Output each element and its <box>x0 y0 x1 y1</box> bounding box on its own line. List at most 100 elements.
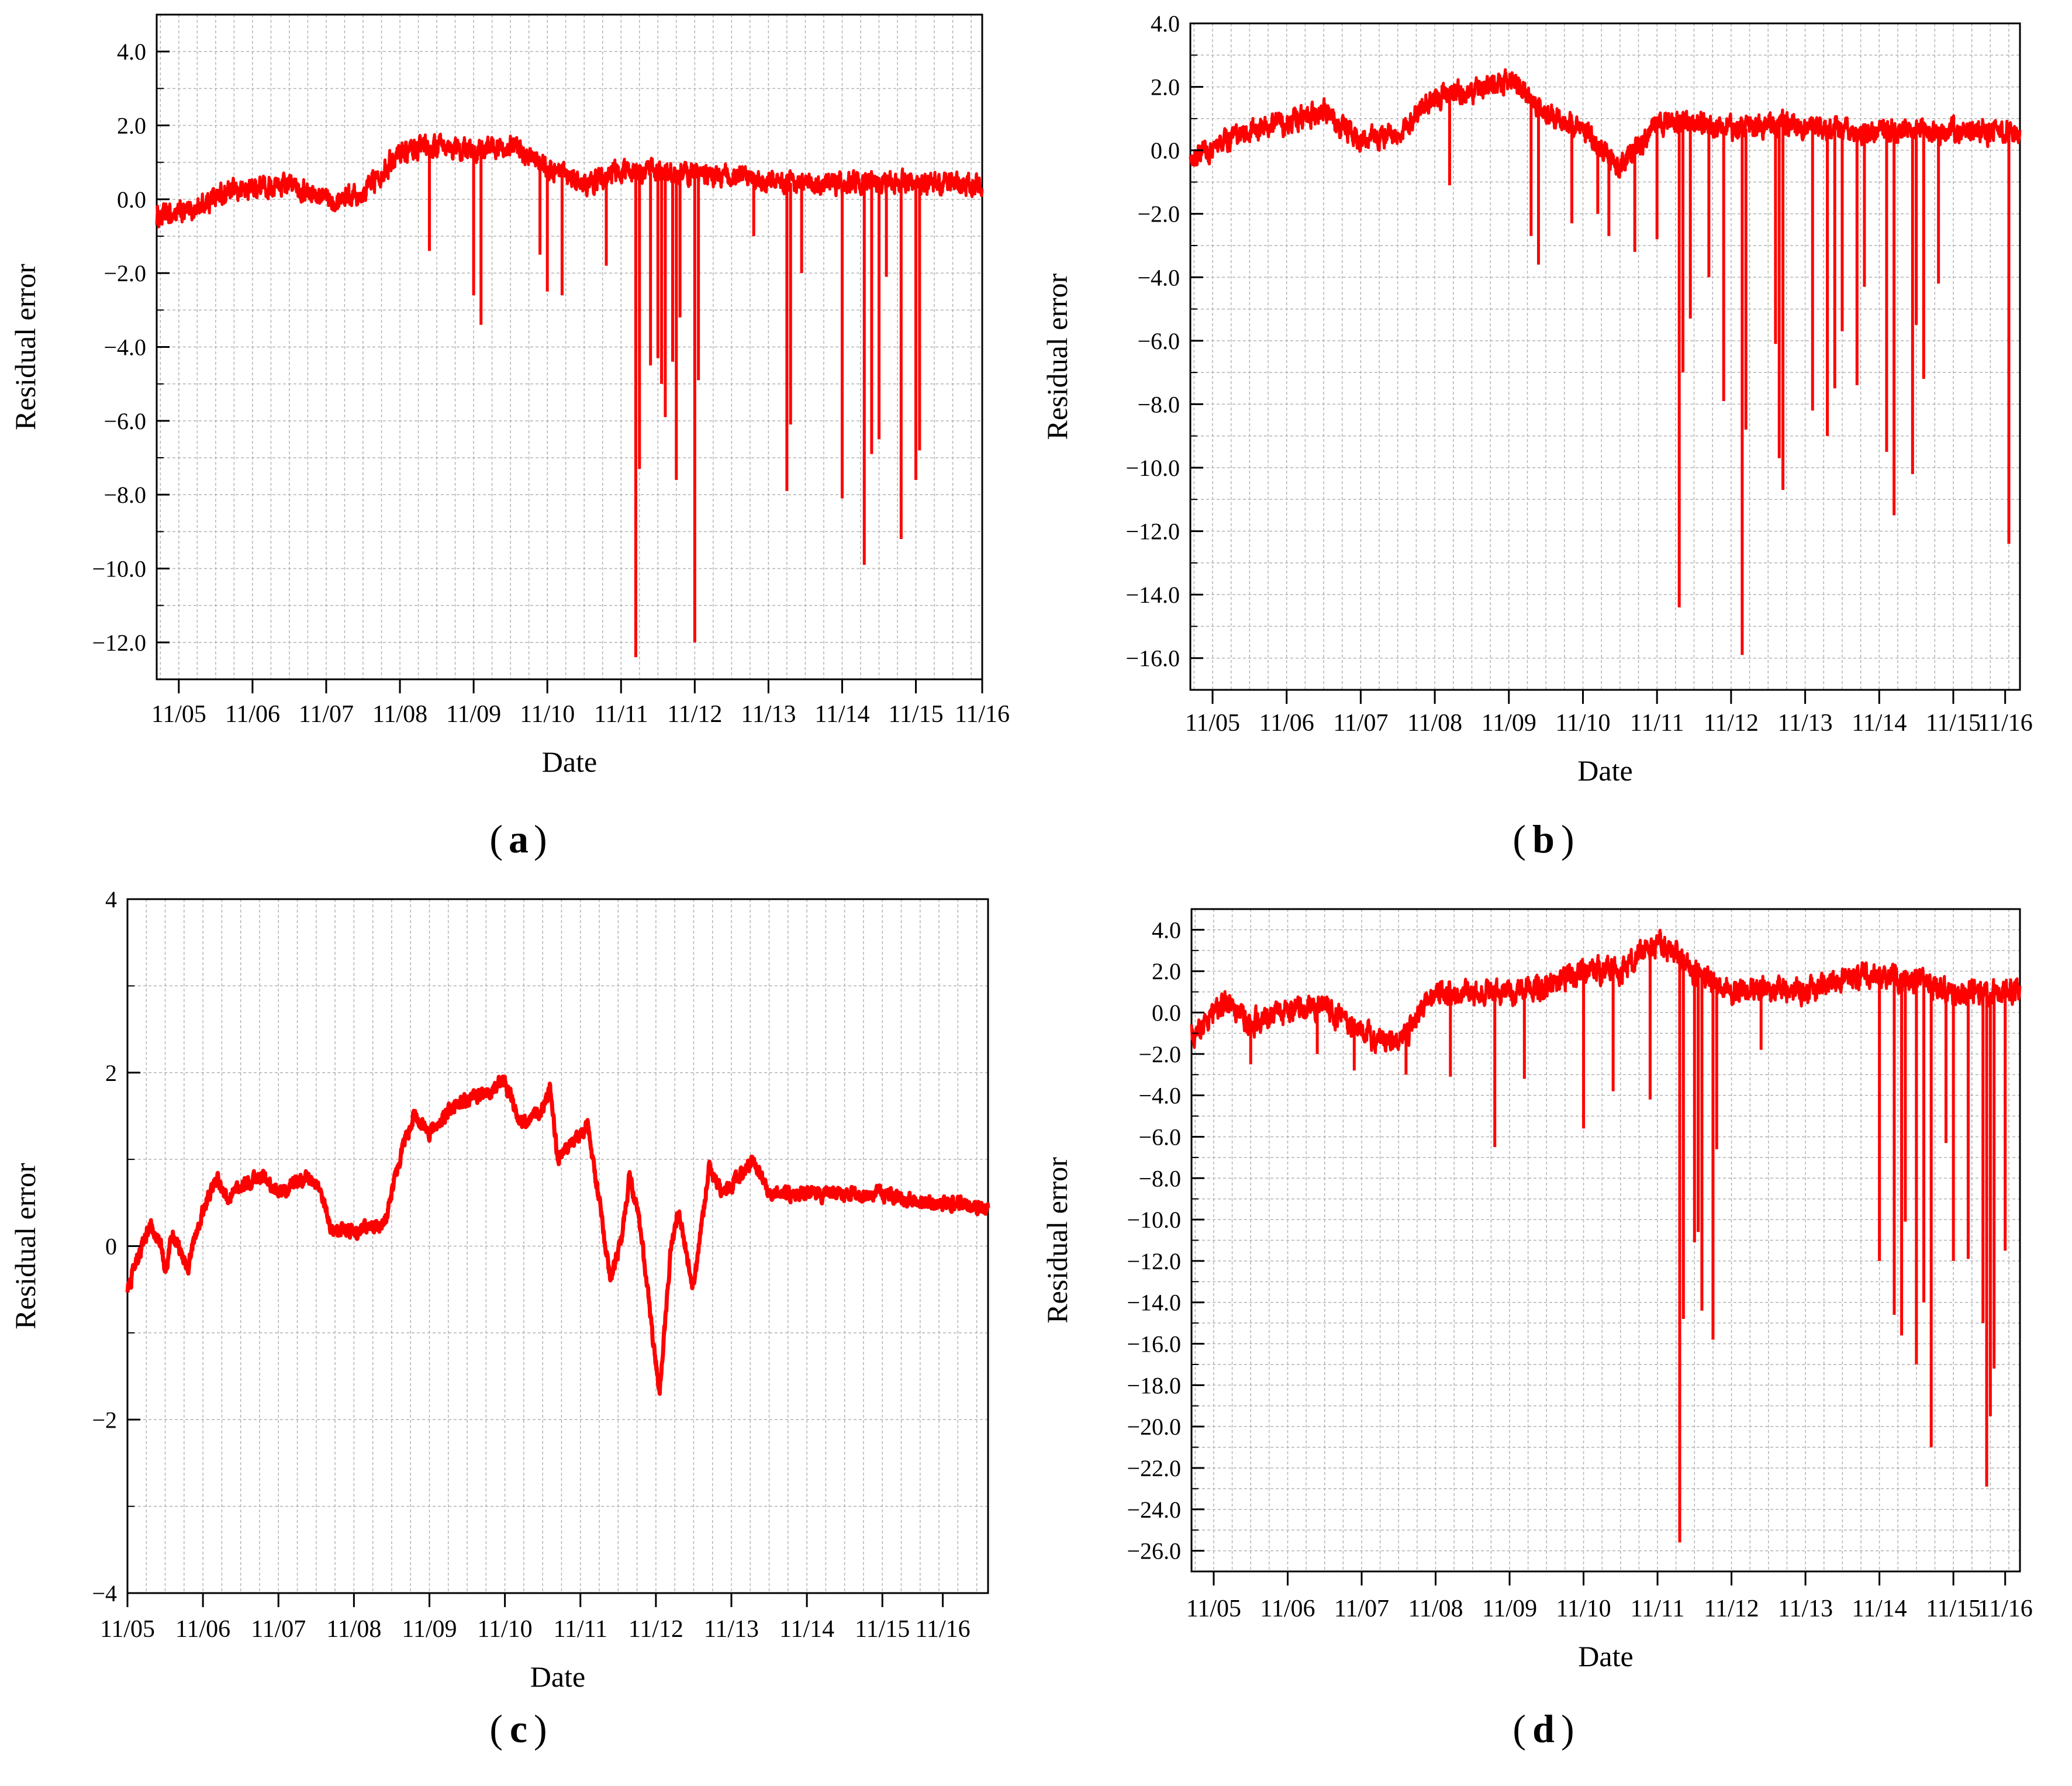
x-tick-label: 11/13 <box>704 1616 759 1643</box>
y-tick-label: −16.0 <box>1125 645 1180 672</box>
y-axis-label: Residual error <box>1041 273 1073 440</box>
y-tick-label: −8.0 <box>1138 1165 1181 1191</box>
panel-b-caption-open: ( <box>1512 817 1526 861</box>
x-tick-label: 11/13 <box>741 701 796 728</box>
x-tick-label: 11/06 <box>1260 1595 1315 1622</box>
x-tick-label: 11/08 <box>326 1616 381 1643</box>
x-axis-label: Date <box>1578 1640 1633 1673</box>
y-tick-label: −10.0 <box>1125 455 1180 481</box>
x-tick-label: 11/07 <box>299 701 354 728</box>
x-tick-label: 11/07 <box>251 1616 306 1643</box>
y-tick-label: −2.0 <box>103 260 146 286</box>
y-tick-label: −2.0 <box>1137 201 1180 227</box>
y-tick-label: −6.0 <box>1138 1124 1181 1150</box>
x-tick-label: 11/14 <box>779 1616 834 1643</box>
panel-c: ( c ) 4 2 0 −2 −4 11/05 11/06 11/07 11/08 11/09 11… <box>9 886 990 1751</box>
x-tick-label: 11/14 <box>814 701 869 728</box>
x-tick-label: 11/14 <box>1852 710 1907 737</box>
y-tick-label: 4.0 <box>1151 11 1180 37</box>
x-tick-label: 11/06 <box>225 701 280 728</box>
x-tick-label: 11/05 <box>1185 710 1240 737</box>
y-tick-label: 4 <box>105 886 117 913</box>
y-tick-label: −14.0 <box>1127 1290 1181 1316</box>
series-line <box>125 1074 990 1396</box>
y-tick-label: −4.0 <box>1137 264 1180 291</box>
x-tick-label: 11/16 <box>915 1616 970 1643</box>
panel-c-caption-label: c <box>510 1706 527 1751</box>
panel-b-caption-label: b <box>1532 817 1555 861</box>
y-tick-label: 2.0 <box>1151 74 1180 101</box>
x-axis-label: Date <box>1577 754 1632 787</box>
panel-b: ( b ) 4.0 2.0 0.0 −2.0 −4.0 −6.0 −8.0 −10.0 −12.… <box>1041 11 2033 861</box>
x-tick-label: 11/15 <box>1926 1595 1981 1622</box>
x-tick-label: 11/05 <box>100 1616 155 1643</box>
x-axis-label: Date <box>542 745 597 778</box>
x-tick-label: 11/15 <box>888 701 943 728</box>
y-tick-label: 0 <box>105 1234 117 1260</box>
y-tick-label: −12.0 <box>92 630 146 656</box>
x-tick-label: 11/14 <box>1852 1595 1907 1622</box>
y-tick-label: −10.0 <box>1127 1207 1181 1233</box>
panel-a-caption-open: ( <box>489 817 503 861</box>
y-tick-label: −2 <box>92 1407 117 1433</box>
y-tick-label: −14.0 <box>1125 582 1180 608</box>
y-tick-label: 4.0 <box>117 39 146 65</box>
y-tick-label: 4.0 <box>1152 917 1181 943</box>
panel-a-caption-label: a <box>509 817 529 861</box>
x-tick-label: 11/12 <box>1704 710 1759 737</box>
x-tick-label: 11/10 <box>1555 710 1610 737</box>
panel-d: ( d ) 4.0 2.0 0.0 −2.0 −4.0 −6.0 −8.0 −10.0 −12.… <box>1041 908 2033 1751</box>
x-tick-label: 11/06 <box>1259 710 1314 737</box>
plot-frame <box>1189 22 2021 691</box>
y-tick-label: −12.0 <box>1125 519 1180 545</box>
y-axis-label: Residual error <box>9 264 42 430</box>
x-tick-label: 11/09 <box>446 701 501 728</box>
x-tick-label: 11/12 <box>628 1616 683 1643</box>
y-tick-label: −18.0 <box>1127 1372 1181 1398</box>
x-tick-label: 11/11 <box>553 1616 607 1643</box>
x-tick-label: 11/08 <box>372 701 427 728</box>
y-axis-label: Residual error <box>1041 1157 1073 1324</box>
panel-c-caption-close: ) <box>534 1706 547 1751</box>
panel-d-caption-close: ) <box>1561 1706 1574 1751</box>
series-line <box>1189 68 2022 179</box>
y-tick-label: −12.0 <box>1127 1248 1181 1274</box>
y-tick-label: −4.0 <box>1138 1083 1181 1109</box>
x-tick-label: 11/09 <box>402 1616 457 1643</box>
panel-a-caption-close: ) <box>534 817 547 861</box>
x-tick-label: 11/10 <box>478 1616 533 1643</box>
panel-d-caption-open: ( <box>1512 1706 1526 1751</box>
x-tick-label: 11/16 <box>1978 1595 2033 1622</box>
y-tick-label: −6.0 <box>1137 328 1180 354</box>
x-tick-label: 11/16 <box>955 701 1010 728</box>
x-axis-label: Date <box>530 1660 585 1693</box>
x-tick-label: 11/11 <box>594 701 648 728</box>
x-tick-label: 11/12 <box>667 701 722 728</box>
y-tick-label: −8.0 <box>1137 391 1180 417</box>
y-tick-label: −16.0 <box>1127 1331 1181 1357</box>
y-tick-label: −22.0 <box>1127 1455 1181 1481</box>
x-tick-label: 11/05 <box>1186 1595 1241 1622</box>
x-tick-label: 11/15 <box>855 1616 910 1643</box>
panel-d-caption-label: d <box>1532 1706 1555 1751</box>
x-tick-label: 11/12 <box>1704 1595 1759 1622</box>
y-tick-label: 0.0 <box>1151 137 1180 164</box>
series-line <box>155 132 984 229</box>
x-tick-label: 11/15 <box>1926 710 1981 737</box>
y-tick-label: 0.0 <box>1152 1000 1181 1026</box>
y-tick-label: 0.0 <box>117 186 146 213</box>
y-tick-label: −4 <box>92 1580 117 1607</box>
y-tick-label: −8.0 <box>103 482 146 508</box>
x-tick-label: 11/13 <box>1778 710 1833 737</box>
panel-b-caption-close: ) <box>1561 817 1574 861</box>
x-tick-label: 11/11 <box>1630 710 1684 737</box>
y-tick-label: −2.0 <box>1138 1041 1181 1068</box>
y-axis-label: Residual error <box>9 1163 42 1329</box>
panel-a: ( a ) 4.0 2.0 0.0 −2.0 −4.0 −6.0 −8.0 −10.0 −12.… <box>9 13 1010 861</box>
y-tick-label: −24.0 <box>1127 1497 1181 1523</box>
y-tick-label: −10.0 <box>92 556 146 582</box>
x-tick-label: 11/09 <box>1482 1595 1537 1622</box>
y-tick-label: −6.0 <box>103 408 146 434</box>
x-tick-label: 11/08 <box>1407 710 1462 737</box>
